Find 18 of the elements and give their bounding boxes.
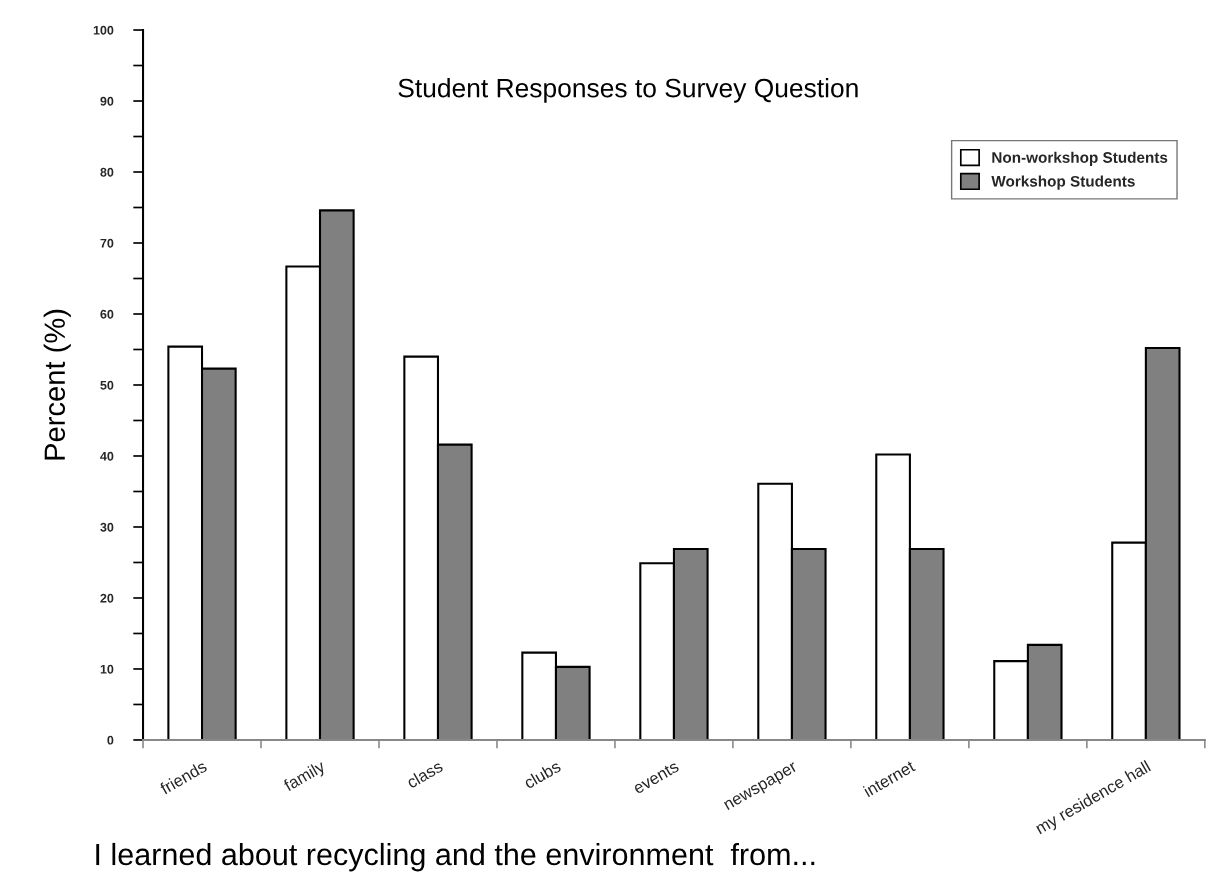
text: Student Responses to Survey Question xyxy=(398,78,858,103)
y-tick-label: 90 xyxy=(100,96,114,106)
y-tick-label: 20 xyxy=(100,593,114,603)
legend-label: Workshop Students xyxy=(991,175,1135,190)
y-tick-label: 50 xyxy=(100,380,114,390)
y-axis-title: Percent (%) xyxy=(43,309,71,460)
legend-label: Non-workshop Students xyxy=(992,151,1168,166)
y-tick-label: 40 xyxy=(100,451,114,461)
y-tick-label: 100 xyxy=(93,25,114,35)
y-tick-label: 60 xyxy=(100,309,114,319)
y-tick-label: 70 xyxy=(100,238,114,248)
x-axis-title: I learned about recycling and the environment from... xyxy=(96,842,815,872)
y-tick-label: 80 xyxy=(100,167,114,177)
y-tick-label: 30 xyxy=(100,522,114,532)
x-tick-label: class xyxy=(405,759,444,789)
y-tick-label: 10 xyxy=(100,664,114,674)
y-tick-label: 0 xyxy=(107,735,114,745)
x-tick-label: clubs xyxy=(522,759,562,790)
